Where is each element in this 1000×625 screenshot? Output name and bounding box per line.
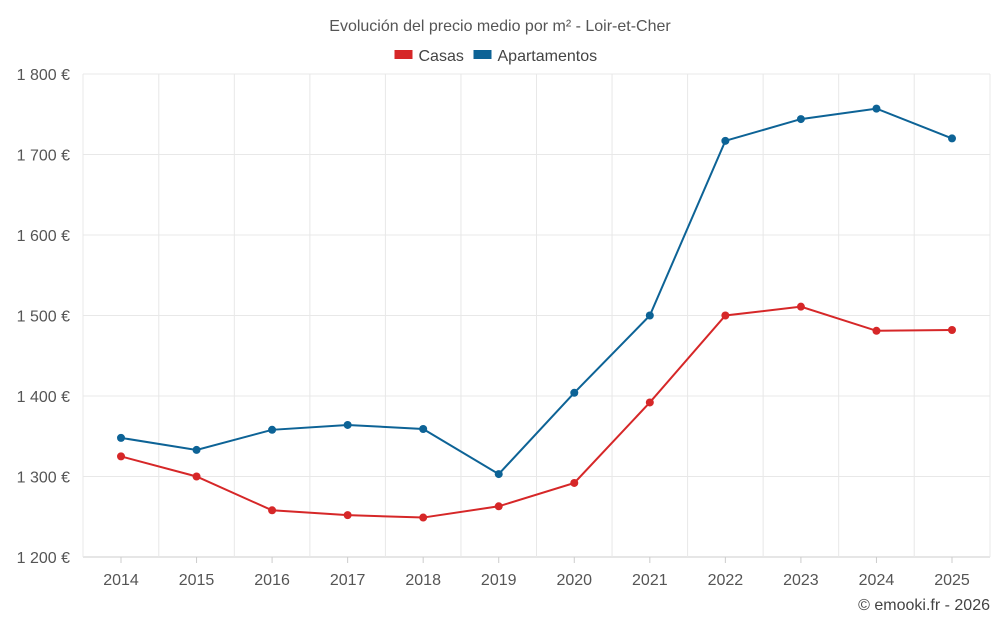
data-point-apartamentos[interactable] [872, 104, 881, 113]
data-point-apartamentos[interactable] [494, 470, 503, 479]
data-point-casas[interactable] [872, 326, 881, 335]
data-point-apartamentos[interactable] [192, 445, 201, 454]
data-point-casas[interactable] [645, 398, 654, 407]
y-tick-label: 1 600 € [17, 228, 70, 245]
data-point-apartamentos[interactable] [796, 115, 805, 124]
y-tick-label: 1 500 € [17, 309, 70, 326]
x-tick-label: 2020 [556, 572, 592, 589]
data-point-casas[interactable] [721, 311, 730, 320]
legend: Casas Apartamentos [394, 48, 598, 65]
data-point-apartamentos[interactable] [721, 136, 730, 145]
y-tick-label: 1 700 € [17, 148, 70, 165]
legend-label-apartamentos[interactable]: Apartamentos [498, 48, 598, 65]
y-axis: 1 200 € 1 300 € 1 400 € 1 500 € 1 600 € 1 700… [17, 67, 70, 567]
data-point-apartamentos[interactable] [343, 420, 352, 429]
data-point-casas[interactable] [268, 506, 277, 515]
x-axis: 2014 2015 2016 2017 2018 2019 2020 2021 2022 2023… [103, 557, 970, 589]
grid [82, 73, 991, 558]
x-tick-label: 2016 [254, 572, 290, 589]
x-tick-label: 2015 [179, 572, 215, 589]
data-point-apartamentos[interactable] [268, 425, 277, 434]
data-point-casas[interactable] [117, 452, 125, 461]
legend-label-casas[interactable]: Casas [419, 48, 464, 65]
x-tick-label: 2024 [859, 572, 895, 589]
y-tick-label: 1 800 € [17, 67, 70, 84]
data-point-apartamentos[interactable] [645, 311, 654, 320]
x-tick-label: 2025 [934, 572, 970, 589]
data-point-casas[interactable] [494, 502, 503, 511]
y-tick-label: 1 400 € [17, 389, 70, 406]
data-point-casas[interactable] [796, 302, 805, 311]
x-tick-label: 2014 [103, 572, 139, 589]
data-point-apartamentos[interactable] [419, 425, 428, 434]
x-tick-label: 2017 [330, 572, 366, 589]
series-line-apartamentos [120, 107, 953, 476]
x-tick-label: 2023 [783, 572, 819, 589]
y-tick-label: 1 200 € [17, 550, 70, 567]
data-point-casas[interactable] [192, 472, 201, 481]
legend-swatch-apartamentos [473, 50, 492, 59]
chart-title: Evolución del precio medio por m² - Loir… [329, 18, 671, 35]
x-tick-label: 2018 [405, 572, 441, 589]
data-point-casas[interactable] [343, 511, 352, 520]
x-tick-label: 2019 [481, 572, 517, 589]
data-point-apartamentos[interactable] [117, 433, 125, 442]
data-point-apartamentos[interactable] [570, 388, 579, 397]
x-tick-label: 2022 [708, 572, 744, 589]
y-tick-label: 1 300 € [17, 470, 70, 487]
series-group [117, 104, 956, 522]
x-tick-label: 2021 [632, 572, 668, 589]
credit-text: © emooki.fr - 2026 [858, 597, 990, 614]
data-point-apartamentos[interactable] [948, 134, 956, 143]
data-point-casas[interactable] [948, 325, 956, 334]
data-point-casas[interactable] [419, 513, 428, 522]
legend-swatch-casas [394, 50, 413, 59]
data-point-casas[interactable] [570, 478, 579, 487]
series-line-casas [120, 305, 953, 519]
